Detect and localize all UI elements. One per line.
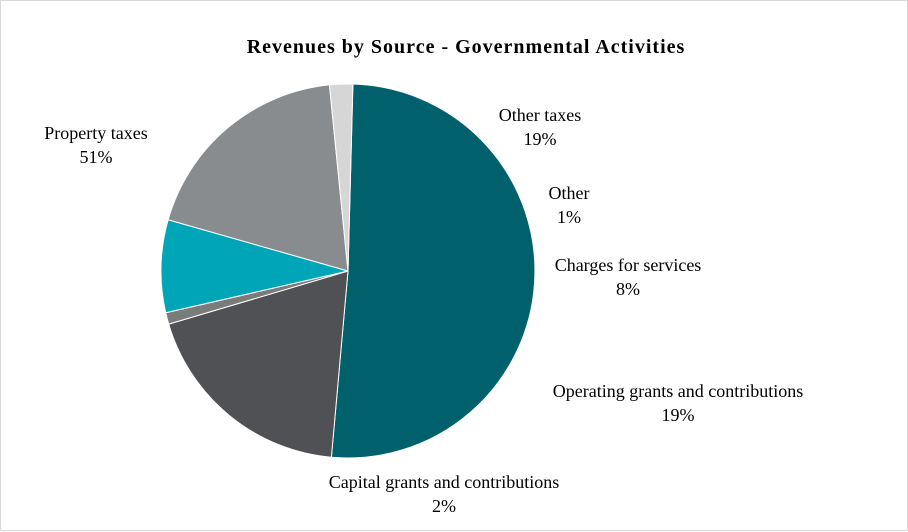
slice-label-other-taxes: Other taxes: [499, 105, 581, 125]
pie-slices: [160, 83, 536, 459]
pie-slice-operating-grants-and-contributions: [167, 84, 349, 272]
pie-slice-capital-grants-and-contributions: [328, 83, 354, 272]
slice-label-capital-grants-and-contributions: Capital grants and contributions: [329, 472, 559, 492]
pie-slice-charges-for-services: [160, 219, 349, 314]
slice-value-operating-grants-and-contributions: 19%: [662, 405, 695, 425]
slice-label-property-taxes: Property taxes: [44, 123, 147, 143]
slice-value-other-taxes: 19%: [524, 129, 557, 149]
pie-slice-property-taxes: [330, 83, 536, 459]
chart-title: Revenues by Source - Governmental Activi…: [247, 36, 686, 58]
slice-value-charges-for-services: 8%: [616, 279, 640, 299]
slice-label-operating-grants-and-contributions: Operating grants and contributions: [553, 381, 803, 401]
slice-label-charges-for-services: Charges for services: [555, 255, 702, 275]
slice-value-property-taxes: 51%: [80, 147, 113, 167]
pie-slice-other-taxes: [168, 270, 349, 458]
pie-labels: Property taxes 51% Other taxes 19% Other 1% Ch…: [44, 105, 803, 516]
slice-value-capital-grants-and-contributions: 2%: [432, 496, 456, 516]
slice-value-other: 1%: [557, 207, 581, 227]
slice-label-other: Other: [549, 183, 590, 203]
